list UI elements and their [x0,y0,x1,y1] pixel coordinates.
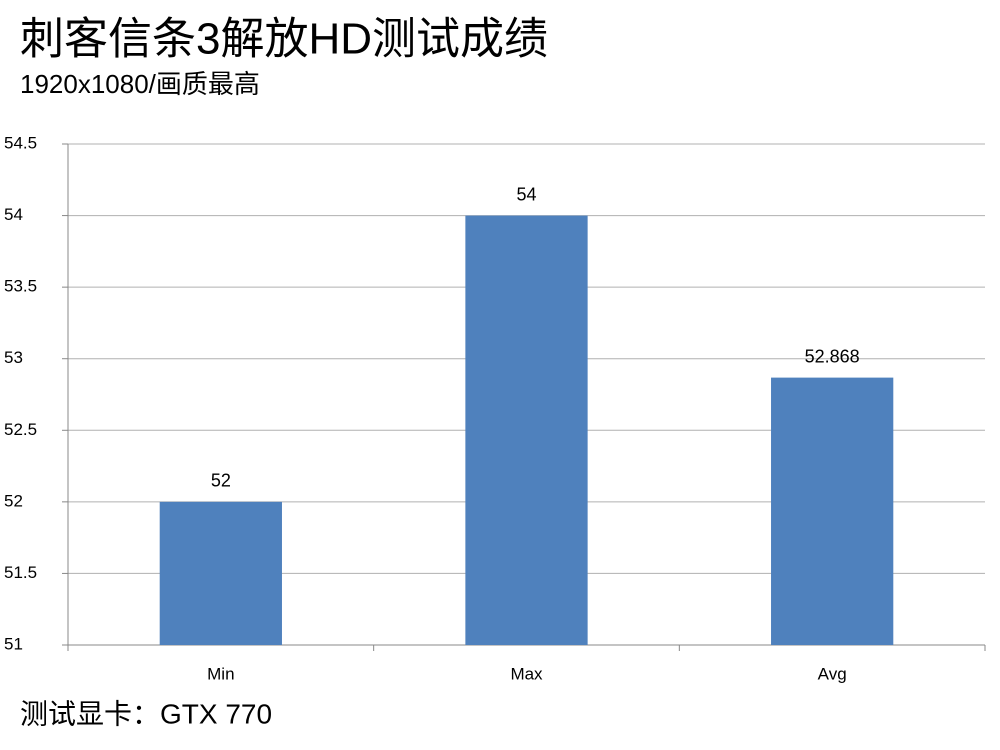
x-tick-label: Avg [818,664,847,683]
x-tick-label: Min [207,664,234,683]
x-tick-label: Max [510,664,543,683]
y-tick-label: 53.5 [4,277,37,296]
y-tick-label: 54 [4,205,23,224]
value-label: 52.868 [805,346,860,366]
y-tick-label: 52 [4,491,23,510]
y-tick-label: 52.5 [4,420,37,439]
value-label: 52 [211,471,231,491]
y-tick-label: 54.5 [4,133,37,152]
bar [465,215,588,646]
footnote: 测试显卡：GTX 770 [20,698,272,729]
y-tick-label: 51 [4,634,23,653]
chart-subtitle: 1920x1080/画质最高 [20,69,260,99]
value-label: 54 [516,184,536,204]
chart-title: 刺客信条3解放HD测试成绩 [20,15,548,64]
y-tick-label: 53 [4,348,23,367]
bar [159,501,282,645]
y-tick-label: 51.5 [4,563,37,582]
bar [771,377,894,645]
